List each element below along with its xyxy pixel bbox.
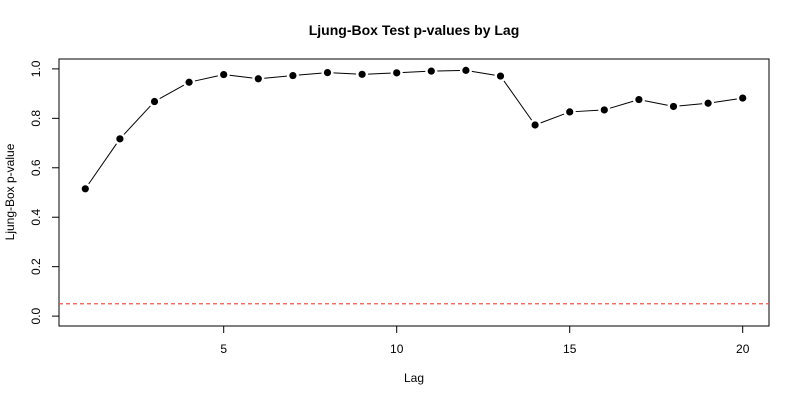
series-line-segment xyxy=(298,72,322,76)
data-point xyxy=(81,185,89,193)
series-line-segment xyxy=(609,100,634,109)
data-point xyxy=(185,78,193,86)
data-point xyxy=(427,67,435,75)
x-tick-label: 5 xyxy=(220,342,227,356)
x-tick-label: 10 xyxy=(390,342,404,356)
series-line-segment xyxy=(503,80,533,121)
data-point xyxy=(635,95,643,104)
series-line-segment xyxy=(333,72,357,75)
series-line-segment xyxy=(159,84,185,100)
series-line-segment xyxy=(713,98,737,103)
series-group xyxy=(81,66,747,193)
data-point xyxy=(669,102,678,111)
y-tick-label: 0.0 xyxy=(29,307,43,324)
data-point xyxy=(116,135,124,143)
y-tick-label: 1.0 xyxy=(29,60,43,77)
data-point xyxy=(323,68,332,77)
x-tick-label: 20 xyxy=(736,342,750,356)
x-axis: 5 10 15 20 xyxy=(220,325,750,356)
y-tick-label: 0.8 xyxy=(29,110,43,127)
series-line-segment xyxy=(471,70,495,76)
series-line-segment xyxy=(194,75,218,82)
series-line-segment xyxy=(123,105,151,135)
data-point xyxy=(704,99,712,107)
series-line-segment xyxy=(540,113,565,124)
data-point xyxy=(150,97,159,106)
series-line-segment xyxy=(679,103,703,107)
chart-title: Ljung-Box Test p-values by Lag xyxy=(309,22,520,38)
y-tick-label: 0.2 xyxy=(29,258,43,275)
y-axis-label: Ljung-Box p-value xyxy=(3,143,17,240)
data-point xyxy=(393,69,401,77)
data-point xyxy=(739,94,747,102)
data-point xyxy=(531,121,539,129)
x-axis-label: Lag xyxy=(404,371,424,385)
series-line-segment xyxy=(644,100,668,106)
plot-frame xyxy=(58,58,770,327)
data-point xyxy=(254,75,262,83)
data-point xyxy=(496,72,505,80)
series-line-segment xyxy=(368,72,391,75)
x-tick-label: 15 xyxy=(563,342,577,356)
series-line-segment xyxy=(402,70,426,74)
y-axis: 0.0 0.2 0.4 0.6 0.8 1.0 xyxy=(29,60,60,324)
data-point xyxy=(600,106,608,114)
y-tick-label: 0.4 xyxy=(29,209,43,226)
data-point xyxy=(289,71,297,80)
series-line-segment xyxy=(88,143,117,185)
series-line-segment xyxy=(229,74,253,79)
series-line-segment xyxy=(575,109,599,113)
series-line-segment xyxy=(264,75,287,79)
data-point xyxy=(220,70,228,79)
data-point xyxy=(358,70,366,78)
data-point xyxy=(566,108,574,116)
data-point xyxy=(462,66,470,74)
y-tick-label: 0.6 xyxy=(29,159,43,176)
